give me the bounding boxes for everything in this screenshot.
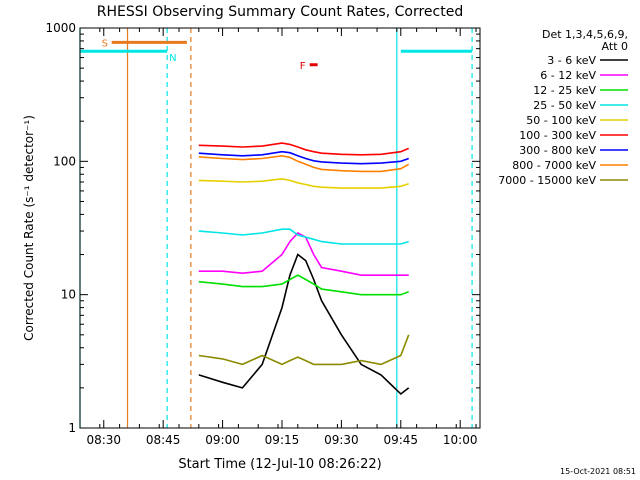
legend-entry-label: 12 - 25 keV bbox=[533, 84, 596, 97]
series-line bbox=[198, 154, 410, 173]
plot-area: S N F 1 10 100 1000 08:30 08:45 09:00 09:15 09:30 09… bbox=[45, 21, 481, 447]
x-tick-label: 10:00 bbox=[443, 433, 478, 447]
x-axis-label: Start Time (12-Jul-10 08:26:22) bbox=[178, 457, 381, 472]
x-tick-label: 09:00 bbox=[205, 433, 240, 447]
y-tick-label: 100 bbox=[53, 154, 76, 168]
legend-entry-label: 25 - 50 keV bbox=[533, 99, 596, 112]
legend-entry-label: 800 - 7000 keV bbox=[512, 159, 596, 172]
legend-entry-label: 3 - 6 keV bbox=[547, 54, 596, 67]
legend: Det 1,3,4,5,6,9,Att 0 3 - 6 keV 6 - 12 keV… bbox=[498, 28, 628, 187]
x-tick-label: 08:45 bbox=[146, 433, 181, 447]
series-line bbox=[198, 334, 410, 366]
series-line bbox=[198, 177, 409, 189]
x-tick-label: 09:15 bbox=[265, 433, 300, 447]
legend-entry-label: 6 - 12 keV bbox=[540, 69, 596, 82]
legend-entry-label: 300 - 800 keV bbox=[519, 144, 596, 157]
annotation-label: N bbox=[169, 53, 176, 64]
annotation-label: S bbox=[102, 38, 108, 49]
series-line bbox=[198, 228, 409, 245]
legend-entry-label: 7000 - 15000 keV bbox=[498, 174, 596, 187]
x-tick-label: 09:45 bbox=[383, 433, 418, 447]
y-tick-label: 10 bbox=[61, 288, 76, 302]
series-line bbox=[198, 142, 410, 156]
chart-title: RHESSI Observing Summary Count Rates, Co… bbox=[97, 4, 463, 20]
plot-frame bbox=[79, 27, 481, 429]
timestamp: 15-Oct-2021 08:51 bbox=[560, 467, 636, 476]
series-line bbox=[198, 253, 410, 396]
y-axis-label: Corrected Count Rate (s⁻¹ detector⁻¹) bbox=[22, 115, 36, 341]
series-line bbox=[198, 150, 409, 165]
legend-entry-label: 50 - 100 keV bbox=[526, 114, 596, 127]
series-line bbox=[198, 274, 409, 296]
y-tick-label: 1 bbox=[68, 421, 76, 435]
x-tick-label: 08:30 bbox=[86, 433, 121, 447]
annotation-label: F bbox=[300, 61, 306, 72]
legend-header: Det 1,3,4,5,6,9, bbox=[542, 28, 628, 41]
x-tick-label: 09:30 bbox=[324, 433, 359, 447]
y-tick-label: 1000 bbox=[45, 21, 76, 35]
legend-header: Att 0 bbox=[602, 40, 628, 53]
legend-entry-label: 100 - 300 keV bbox=[519, 129, 596, 142]
